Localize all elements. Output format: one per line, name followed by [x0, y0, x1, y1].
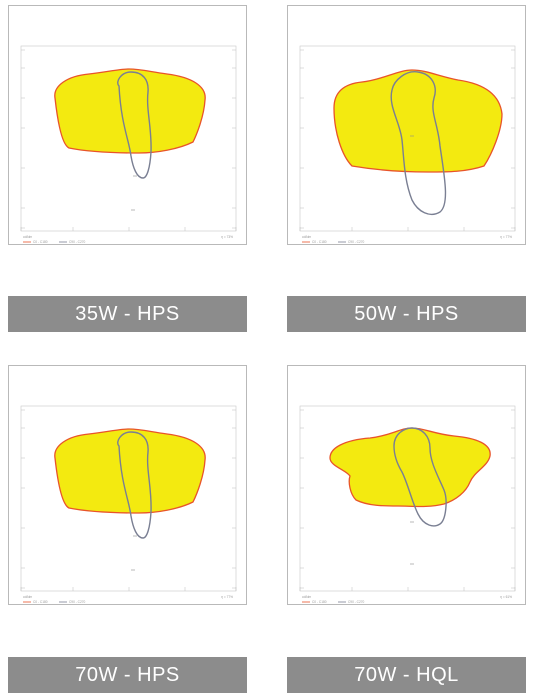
legend-series-1: C0 - C180 — [33, 240, 48, 244]
legend-units: cd/klm — [23, 595, 33, 599]
intensity-curve-c0-c180 — [54, 68, 206, 154]
intensity-curve-c0-c180 — [54, 428, 206, 514]
legend-efficiency: η = 77% — [221, 595, 233, 599]
legend-series-2: C90 - C270 — [348, 240, 365, 244]
intensity-curve-c90-c270 — [117, 431, 152, 539]
caption-3: 70W - HPS — [8, 657, 247, 693]
legend-units: cd/klm — [302, 235, 312, 239]
intensity-curve-c0-c180 — [333, 69, 503, 173]
intensity-curve-c90-c270 — [393, 427, 447, 527]
photometric-panel-2: cd/klm C0 - C180 C90 - C270 η = 77% — [287, 5, 526, 245]
plot-frame — [299, 45, 516, 232]
legend-series-1: C0 - C180 — [33, 600, 48, 604]
legend-efficiency: η = 77% — [500, 235, 512, 239]
photometric-panel-4: cd/klm C0 - C180 C90 - C270 η = 61% — [287, 365, 526, 605]
legend-series-2: C90 - C270 — [69, 600, 86, 604]
legend-series-2: C90 - C270 — [69, 240, 86, 244]
legend-efficiency: η = 61% — [500, 595, 512, 599]
legend-units: cd/klm — [23, 235, 33, 239]
legend-efficiency: η = 73% — [221, 235, 233, 239]
plot-frame — [299, 405, 516, 592]
legend-series-1: C0 - C180 — [312, 600, 327, 604]
legend-units: cd/klm — [302, 595, 312, 599]
photometric-panel-1: cd/klm C0 - C180 C90 - C270 η = 73% — [8, 5, 247, 245]
legend-series-2: C90 - C270 — [348, 600, 365, 604]
intensity-curve-c90-c270 — [390, 71, 447, 216]
plot-frame — [20, 405, 237, 592]
intensity-curve-c90-c270 — [117, 71, 152, 179]
caption-4: 70W - HQL — [287, 657, 526, 693]
caption-1: 35W - HPS — [8, 296, 247, 332]
intensity-curve-c0-c180 — [329, 427, 491, 508]
plot-frame — [20, 45, 237, 232]
photometric-panel-3: cd/klm C0 - C180 C90 - C270 η = 77% — [8, 365, 247, 605]
legend-series-1: C0 - C180 — [312, 240, 327, 244]
caption-2: 50W - HPS — [287, 296, 526, 332]
